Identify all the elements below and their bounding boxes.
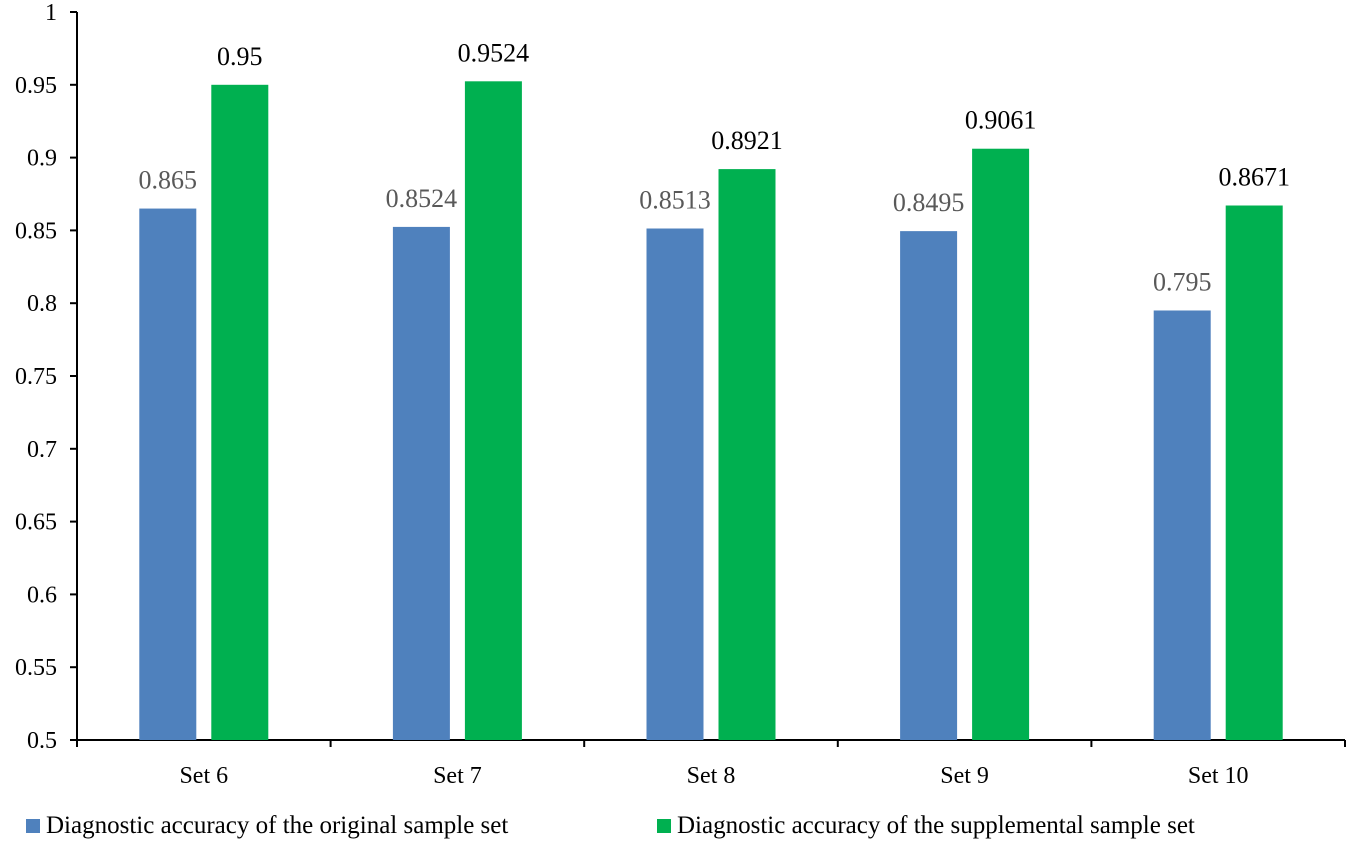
x-axis: Set 6 Set 7 Set 8 Set 9 Set 10 bbox=[76, 739, 1346, 789]
y-tick-label: 1 bbox=[45, 0, 57, 26]
legend-item-original: Diagnostic accuracy of the original samp… bbox=[26, 812, 508, 840]
data-label-supplemental: 0.9061 bbox=[965, 106, 1037, 135]
bar-original bbox=[646, 228, 704, 740]
data-label-original: 0.865 bbox=[139, 166, 198, 195]
data-label-supplemental: 0.95 bbox=[217, 42, 263, 71]
y-tick-label: 0.9 bbox=[27, 146, 57, 172]
bar-original bbox=[900, 231, 958, 741]
bar-supplemental bbox=[1225, 205, 1283, 741]
x-category-label: Set 7 bbox=[433, 763, 482, 789]
bar-supplemental bbox=[718, 169, 776, 740]
y-tick-label: 0.55 bbox=[15, 655, 57, 681]
y-tick-label: 0.75 bbox=[15, 364, 57, 390]
data-label-original: 0.795 bbox=[1153, 267, 1212, 296]
y-tick-label: 0.95 bbox=[15, 73, 57, 99]
bar-supplemental bbox=[211, 84, 269, 741]
legend-swatch-original bbox=[26, 819, 40, 833]
y-tick-label: 0.7 bbox=[27, 437, 57, 463]
y-tick-label: 0.8 bbox=[27, 291, 57, 317]
y-tick-label: 0.6 bbox=[27, 582, 57, 608]
bar-supplemental bbox=[464, 81, 522, 740]
y-tick-label: 0.5 bbox=[27, 728, 57, 754]
y-tick-label: 0.85 bbox=[15, 218, 57, 244]
legend-swatch-supplemental bbox=[657, 819, 671, 833]
data-label-original: 0.8513 bbox=[639, 186, 711, 215]
x-category-label: Set 10 bbox=[1188, 763, 1249, 789]
x-category-label: Set 6 bbox=[179, 763, 228, 789]
bars bbox=[139, 81, 1283, 741]
x-category-label: Set 8 bbox=[687, 763, 736, 789]
x-category-label: Set 9 bbox=[940, 763, 989, 789]
legend-label-supplemental: Diagnostic accuracy of the supplemental … bbox=[677, 812, 1195, 839]
legend: Diagnostic accuracy of the original samp… bbox=[0, 812, 1350, 844]
data-label-supplemental: 0.8671 bbox=[1218, 163, 1290, 192]
data-labels: 0.865 0.95 0.8524 0.9524 0.8513 0.8921 0.8495 0… bbox=[139, 38, 1290, 296]
bar-original bbox=[392, 226, 450, 741]
data-label-original: 0.8524 bbox=[386, 184, 458, 213]
bar-original bbox=[139, 208, 197, 740]
legend-item-supplemental: Diagnostic accuracy of the supplemental … bbox=[657, 812, 1195, 840]
y-axis: 0.5 0.55 0.6 0.65 0.7 0.75 0.8 0.85 0.9 0.95 1 bbox=[15, 0, 78, 754]
y-tick-label: 0.65 bbox=[15, 510, 57, 536]
bar-original bbox=[1153, 310, 1211, 740]
legend-label-original: Diagnostic accuracy of the original samp… bbox=[46, 812, 509, 839]
data-label-original: 0.8495 bbox=[893, 188, 965, 217]
bar-supplemental bbox=[972, 148, 1030, 741]
data-label-supplemental: 0.8921 bbox=[711, 126, 783, 155]
data-label-supplemental: 0.9524 bbox=[458, 38, 530, 67]
